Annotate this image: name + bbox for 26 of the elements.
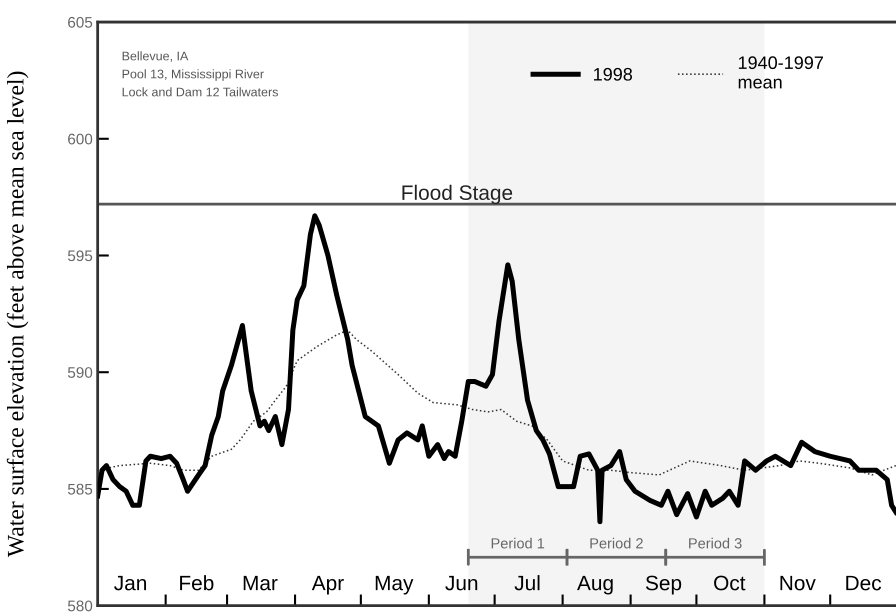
- band-label: Period 3: [689, 538, 742, 548]
- annotation: Bellevue, IA Pool 13, Mississippi River Lock and Dam 12 Tailwaters: [122, 51, 278, 96]
- y-tick-label: 580: [68, 600, 92, 612]
- band-label: Period 2: [590, 538, 643, 548]
- x-tick-label: Jun: [445, 576, 478, 590]
- y-tick-label: 595: [68, 250, 92, 262]
- band-label: Period 1: [492, 538, 544, 548]
- x-tick-label: Feb: [180, 575, 214, 590]
- x-tick-label: Aug: [577, 576, 613, 595]
- legend-label: 1998: [594, 68, 632, 81]
- x-tick-label: Jul: [514, 575, 540, 590]
- x-tick-label: May: [376, 576, 414, 595]
- y-tick-label: 590: [68, 367, 92, 378]
- x-tick-label: Dec: [846, 576, 882, 590]
- x-tick-label: Apr: [312, 576, 344, 595]
- y-tick-label: 600: [68, 134, 92, 144]
- x-tick-label: Oct: [714, 576, 746, 590]
- x-tick-label: Mar: [244, 576, 278, 590]
- x-tick-label: Sep: [646, 576, 682, 595]
- x-tick-label: Nov: [780, 576, 816, 590]
- y-axis-title: Water surface elevation (feet above mean sea level): [6, 72, 28, 558]
- y-tick-label: 605: [68, 16, 92, 28]
- ref-line-label: Flood Stage: [402, 184, 512, 204]
- y-tick-label: 585: [68, 484, 92, 495]
- x-tick-label: Jan: [114, 576, 146, 590]
- legend-label: 1940-1997 mean: [738, 56, 823, 89]
